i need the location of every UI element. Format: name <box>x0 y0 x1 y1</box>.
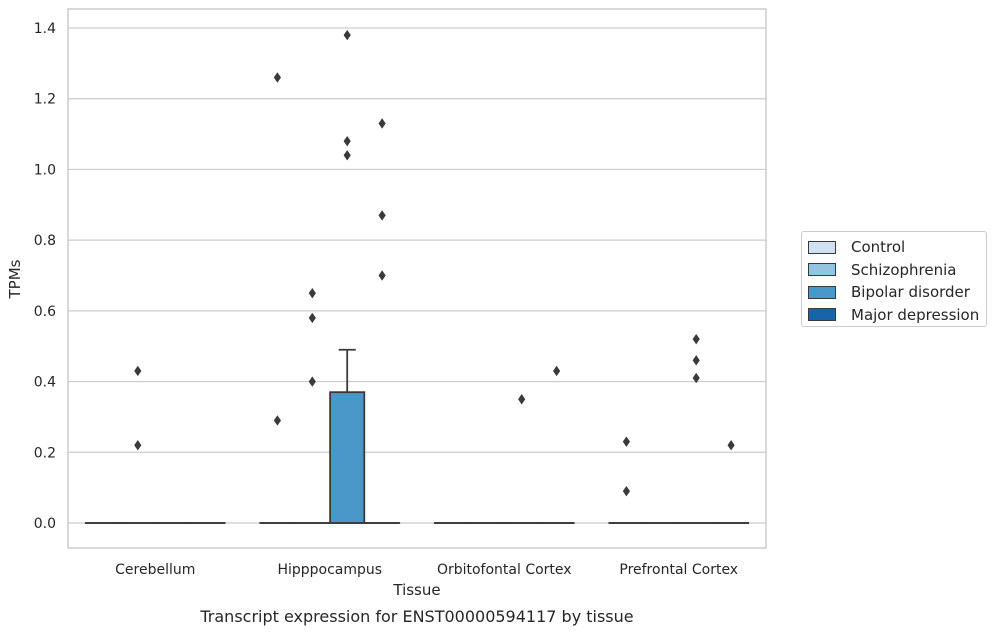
y-tick-label: 0.8 <box>34 233 56 249</box>
legend-label: Control <box>851 238 906 257</box>
legend-label: Major depression <box>851 305 980 324</box>
outlier-point <box>692 355 700 366</box>
box-body <box>329 391 366 524</box>
grid-lines <box>68 27 766 524</box>
outlier-point <box>378 210 386 221</box>
x-tick-label: Hipppocampus <box>277 562 382 578</box>
legend-swatch <box>808 240 836 254</box>
legend-swatch <box>808 263 836 277</box>
legend-item: Bipolar disorder <box>808 281 986 304</box>
x-tick-label: Cerebellum <box>115 562 195 578</box>
outlier-point <box>343 135 351 147</box>
legend-label: Schizophrenia <box>851 260 957 279</box>
outlier-point <box>518 394 526 405</box>
outlier-point <box>692 372 700 384</box>
box-bipolar-disorder <box>678 333 715 524</box>
x-axis-label: Tissue <box>392 581 440 599</box>
outlier-point <box>727 440 735 451</box>
box-bipolar-disorder <box>503 394 540 524</box>
legend-item: Control <box>808 236 986 259</box>
outlier-point <box>308 287 316 299</box>
x-tick-label: Prefrontal Cortex <box>619 562 738 578</box>
outlier-point <box>308 376 316 387</box>
box-control <box>608 436 645 524</box>
chart-title: Transcript expression for ENST0000059411… <box>199 607 633 626</box>
outlier-point <box>378 270 386 281</box>
box-major-depression <box>713 440 750 524</box>
outlier-point <box>553 365 561 377</box>
outlier-point <box>343 29 351 41</box>
legend-swatch <box>808 308 836 322</box>
y-tick-label: 0.0 <box>34 516 56 532</box>
y-tick-label: 0.2 <box>34 445 56 461</box>
outlier-point <box>134 440 142 451</box>
y-tick-labels: 0.0 0.2 0.4 0.6 0.8 1.0 1.2 1.4 <box>34 21 56 532</box>
x-tick-label: Orbitofontal Cortex <box>437 562 572 578</box>
x-tick-labels: Cerebellum Hipppocampus Orbitofontal Corte… <box>115 562 738 578</box>
outlier-point <box>273 72 281 83</box>
legend: Control Schizophrenia Bipolar disorder Majo… <box>801 231 987 327</box>
box-control <box>259 72 296 524</box>
outlier-point <box>622 436 630 447</box>
y-tick-label: 0.6 <box>34 304 56 320</box>
box-schizophrenia <box>119 365 156 524</box>
outlier-point <box>622 485 630 497</box>
y-tick-label: 1.4 <box>34 21 56 37</box>
box-major-depression <box>538 365 575 524</box>
legend-item: Major depression <box>808 304 986 327</box>
box-major-depression <box>364 118 401 524</box>
outlier-point <box>343 150 351 161</box>
y-axis-label: TPMs <box>6 259 24 299</box>
box-bipolar-disorder <box>329 29 366 524</box>
outlier-point <box>134 365 142 377</box>
outlier-point <box>308 312 316 324</box>
legend-swatch <box>808 285 836 299</box>
legend-item: Schizophrenia <box>808 259 986 282</box>
outlier-point <box>273 415 281 426</box>
y-tick-label: 1.2 <box>34 92 56 108</box>
outlier-point <box>378 118 386 129</box>
chart-marks <box>84 29 750 524</box>
y-tick-label: 0.4 <box>34 375 56 391</box>
plot-frame <box>67 8 767 549</box>
box-schizophrenia <box>294 287 331 524</box>
y-tick-label: 1.0 <box>34 162 56 178</box>
outlier-point <box>692 333 700 345</box>
legend-label: Bipolar disorder <box>851 283 970 302</box>
